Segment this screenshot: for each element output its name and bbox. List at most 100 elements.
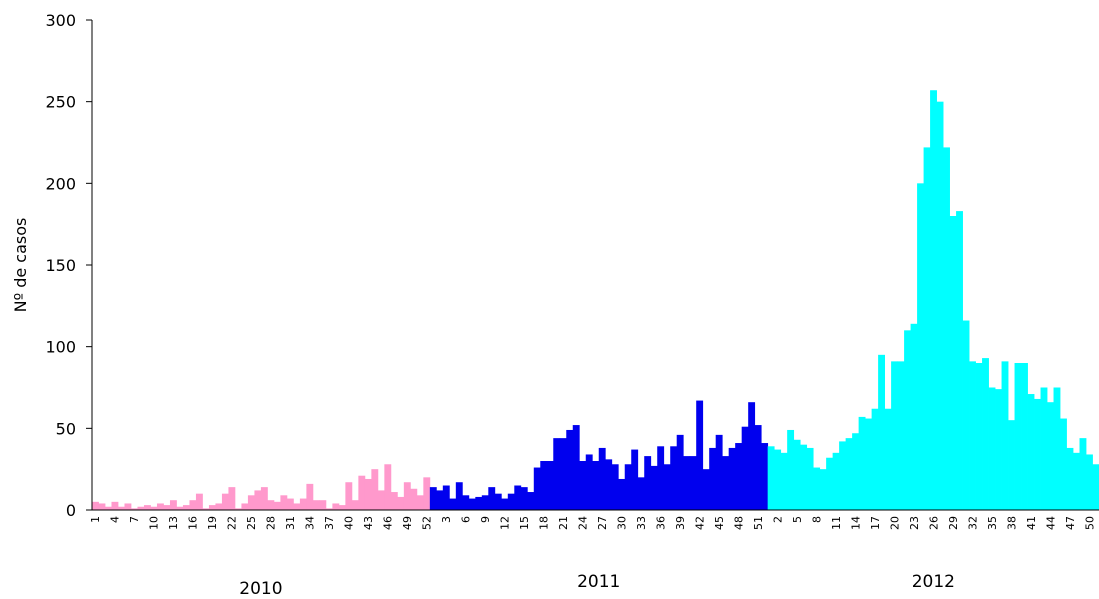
- bar-2011-week-14: [514, 485, 522, 510]
- bar-2012-week-6: [800, 444, 808, 510]
- bar-2010-week-46: [384, 464, 392, 510]
- bar-2012-week-19: [884, 408, 892, 510]
- x-tick-label: 4: [109, 516, 122, 523]
- y-tick-label: 0: [66, 501, 76, 520]
- x-tick-label: 46: [382, 516, 395, 530]
- bar-2011-week-19: [546, 461, 554, 510]
- bar-2011-week-4: [449, 498, 457, 510]
- bar-2012-week-21: [897, 361, 905, 510]
- bar-2012-week-26: [930, 90, 937, 510]
- bar-2012-week-49: [1079, 438, 1087, 510]
- bar-2011-week-32: [631, 449, 639, 510]
- x-tick-label: 8: [810, 516, 823, 523]
- bar-2011-week-9: [481, 495, 489, 510]
- bar-2010-week-30: [280, 495, 288, 510]
- bar-2012-week-10: [826, 457, 834, 510]
- bar-2010-week-8: [137, 506, 145, 510]
- x-tick-label: 6: [460, 516, 473, 523]
- bar-2011-week-10: [488, 487, 496, 510]
- x-tick-label: 47: [1064, 516, 1077, 530]
- bar-2011-week-46: [722, 456, 730, 510]
- bar-2012-week-28: [943, 147, 950, 510]
- bar-2010-week-38: [332, 503, 340, 510]
- bar-2012-week-2: [774, 449, 782, 510]
- bar-2012-week-30: [956, 211, 963, 510]
- x-tick-label: 48: [732, 516, 745, 530]
- bar-2012-week-47: [1066, 447, 1074, 510]
- bar-2011-week-45: [715, 434, 723, 510]
- x-tick-label: 52: [421, 516, 434, 530]
- bar-2010-week-14: [176, 506, 184, 510]
- bar-2011-week-25: [585, 454, 593, 510]
- bar-2010-week-37: [325, 508, 333, 510]
- year-label-2010: 2010: [239, 579, 282, 599]
- bar-2011-week-52: [761, 443, 769, 510]
- x-tick-label: 25: [245, 516, 258, 530]
- bar-2010-week-35: [312, 500, 320, 510]
- bar-2011-week-38: [670, 446, 678, 510]
- bar-2011-week-47: [728, 447, 736, 510]
- bar-2012-week-33: [975, 363, 983, 510]
- bar-2012-week-8: [813, 467, 821, 510]
- bar-2011-week-17: [533, 467, 541, 510]
- bar-2011-week-37: [663, 464, 671, 510]
- bar-2010-week-6: [124, 503, 132, 510]
- bar-2011-week-31: [624, 464, 632, 510]
- bar-2011-week-35: [650, 465, 658, 510]
- bar-2010-week-25: [247, 495, 255, 510]
- bar-2010-week-20: [215, 503, 223, 510]
- x-tick-label: 3: [440, 516, 453, 523]
- x-tick-label: 38: [1005, 516, 1018, 530]
- bar-2010-week-2: [98, 503, 106, 510]
- bar-2010-week-11: [156, 503, 164, 510]
- bar-2011-week-6: [462, 495, 470, 510]
- bar-2012-week-45: [1053, 387, 1061, 510]
- bar-2011-week-48: [735, 443, 743, 510]
- bar-2011-week-12: [501, 498, 509, 510]
- bar-2011-week-11: [494, 493, 502, 510]
- bar-2011-week-16: [527, 492, 535, 510]
- bar-2011-week-34: [644, 456, 652, 510]
- bar-2012-week-38: [1008, 420, 1015, 510]
- bar-2011-week-22: [566, 429, 574, 510]
- x-tick-label: 9: [479, 516, 492, 523]
- bar-2010-week-13: [169, 500, 177, 510]
- bar-2011-week-24: [579, 461, 587, 510]
- x-tick-label: 28: [265, 516, 278, 530]
- x-tick-label: 43: [362, 516, 375, 530]
- bar-2012-week-43: [1040, 387, 1048, 510]
- bar-2011-week-43: [702, 469, 710, 510]
- bar-2011-week-5: [455, 482, 463, 510]
- bar-2012-week-41: [1027, 394, 1035, 510]
- x-tick-label: 40: [343, 516, 356, 530]
- x-tick-label: 10: [148, 516, 161, 530]
- bar-2010-week-49: [403, 482, 411, 510]
- year-labels-group: 2010 2011 2012: [239, 572, 955, 599]
- bar-2012-week-7: [806, 447, 814, 510]
- x-tick-label: 5: [791, 516, 804, 523]
- bar-2011-week-33: [637, 477, 645, 510]
- bar-2011-week-21: [559, 438, 567, 510]
- bar-2011-week-44: [709, 447, 717, 510]
- bar-2010-week-48: [397, 496, 405, 510]
- bar-2011-week-26: [592, 461, 600, 510]
- bar-2011-week-50: [748, 402, 756, 510]
- bar-2010-week-40: [345, 482, 353, 510]
- bar-2011-week-51: [754, 425, 762, 510]
- bar-2010-week-27: [260, 487, 268, 510]
- bar-2010-week-16: [189, 500, 197, 510]
- bar-2012-week-20: [891, 361, 898, 510]
- x-tick-label: 23: [908, 516, 921, 530]
- bar-2010-week-9: [143, 505, 151, 510]
- x-tick-label: 1: [89, 516, 102, 523]
- bar-2010-week-22: [228, 487, 236, 510]
- bar-2012-week-12: [839, 441, 847, 510]
- year-label-2011: 2011: [577, 572, 620, 592]
- bar-2012-week-25: [923, 147, 931, 510]
- bar-2012-week-27: [936, 101, 944, 511]
- y-tick-label: 50: [56, 419, 76, 438]
- bar-2012-week-42: [1034, 398, 1041, 510]
- bar-2012-week-18: [878, 354, 886, 510]
- bar-2012-week-22: [904, 330, 911, 510]
